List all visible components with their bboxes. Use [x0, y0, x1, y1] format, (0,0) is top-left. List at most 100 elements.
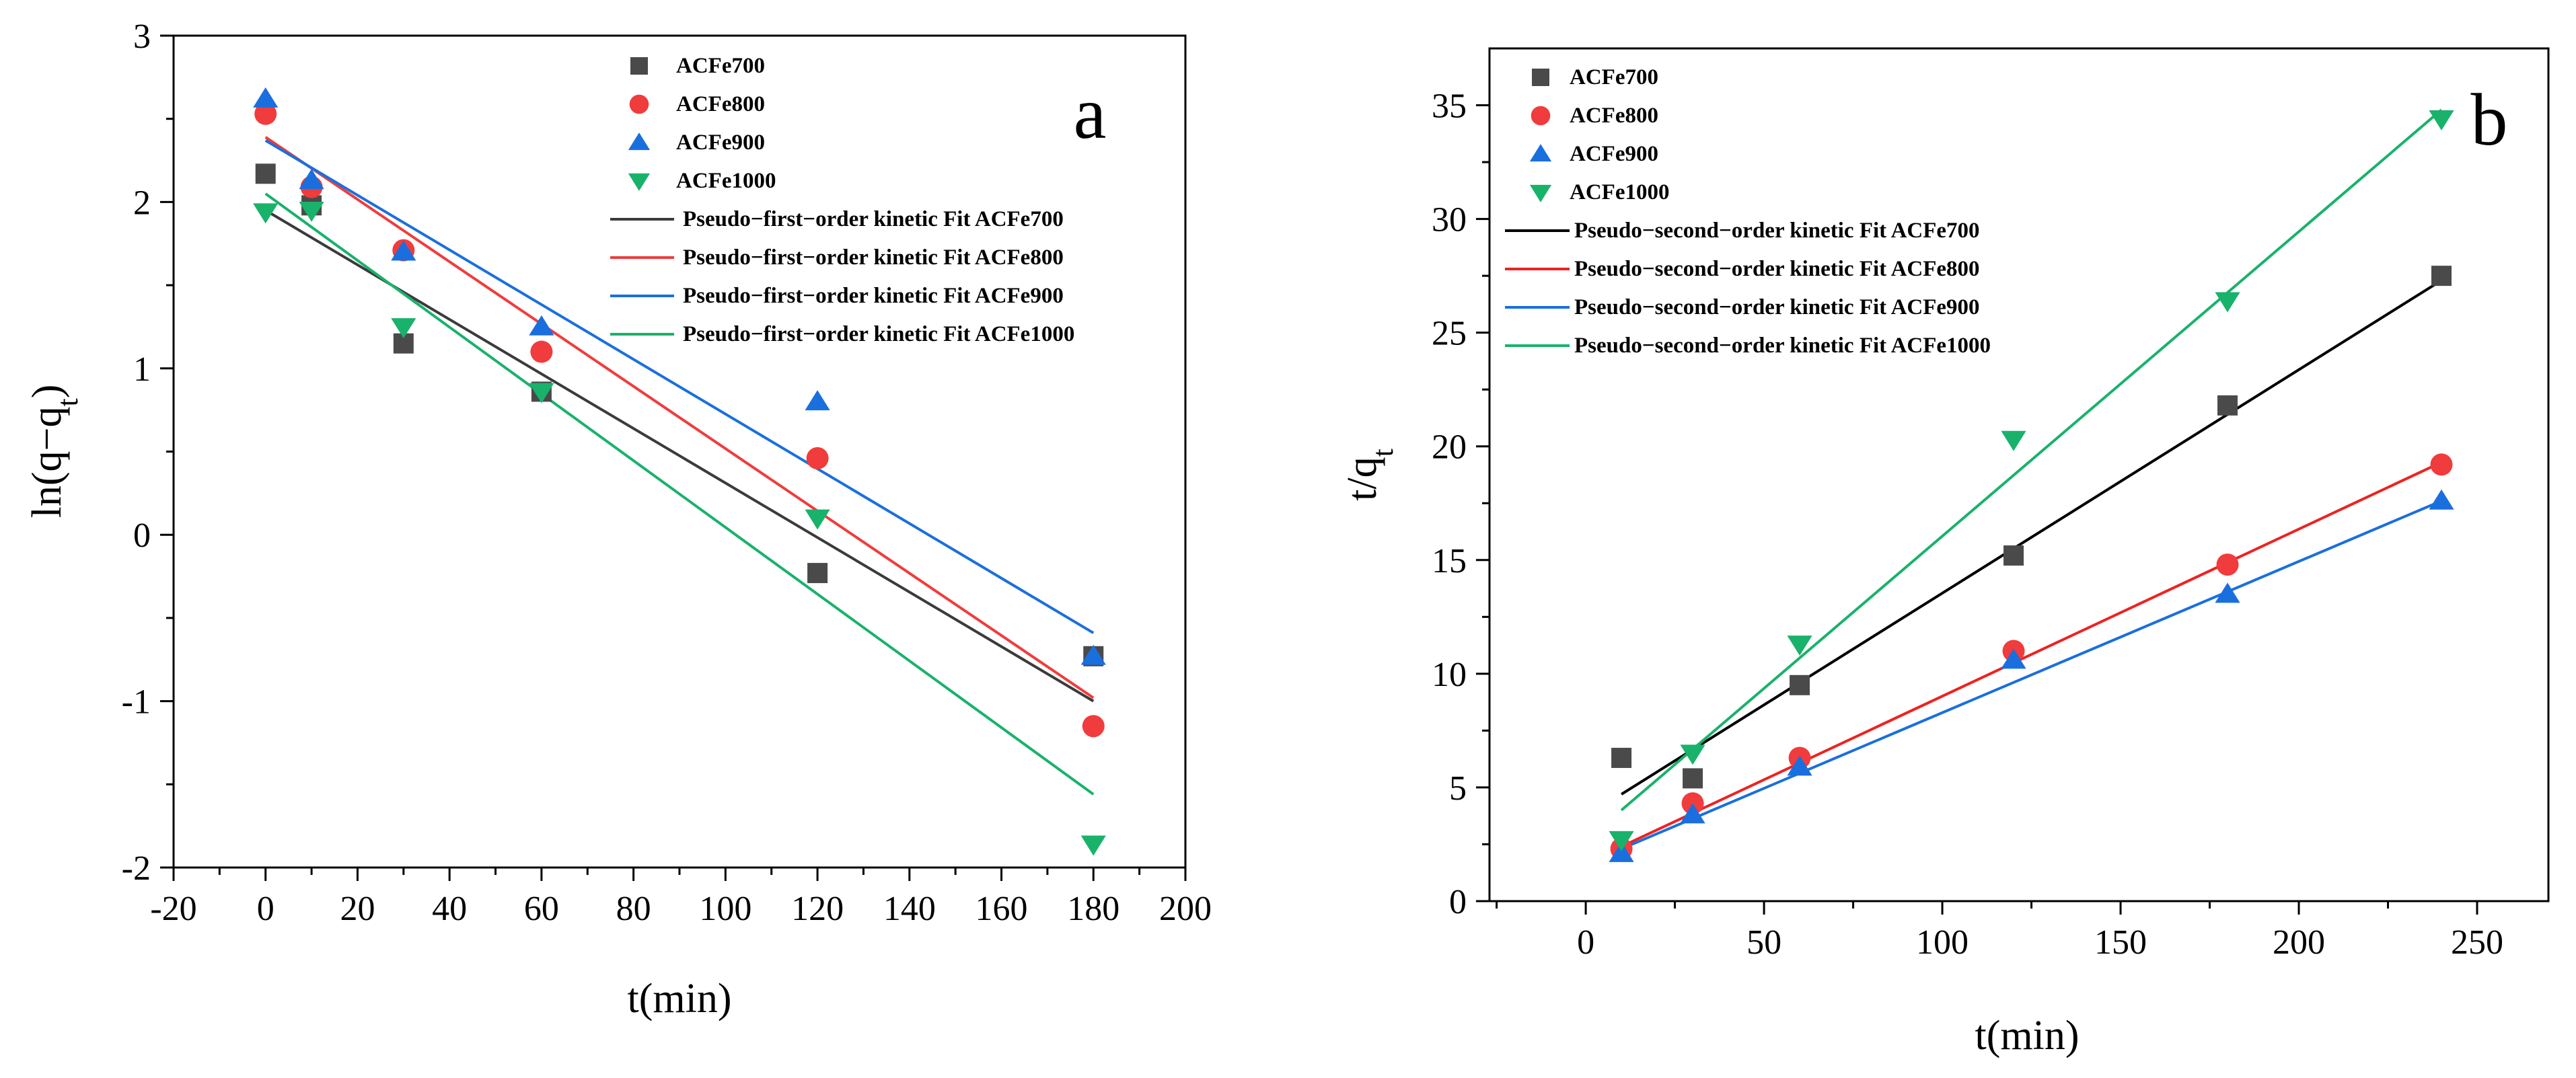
legend-label: Pseudo−second−order kinetic Fit ACFe800: [1574, 257, 1980, 281]
data-point: [530, 340, 553, 363]
x-tick-label: 120: [791, 890, 844, 928]
data-point: [2001, 648, 2026, 669]
legend: ACFe700 ACFe800 ACFe900 ACFe1000 Pseudo−firs…: [610, 54, 1074, 346]
legend-label: Pseudo−second−order kinetic Fit ACFe700: [1574, 219, 1980, 243]
fit-line: [1621, 500, 2442, 851]
x-tick-label: 20: [340, 890, 375, 928]
legend-marker: [629, 94, 649, 114]
x-tick-label: 200: [2273, 923, 2325, 962]
fit-line: [264, 192, 1095, 796]
data-point: [1787, 636, 1812, 656]
data-point: [1080, 644, 1106, 665]
x-tick-label: 50: [1746, 923, 1781, 962]
x-tick-label: 200: [1159, 890, 1212, 928]
panel-label: a: [1074, 72, 1107, 154]
legend-label: Pseudo−first−order kinetic Fit ACFe800: [683, 245, 1064, 270]
data-point: [1787, 755, 1812, 776]
data-point: [253, 203, 279, 224]
y-tick-label: 0: [1449, 883, 1467, 921]
data-point: [255, 163, 276, 184]
plot-frame: [1488, 47, 2550, 902]
y-tick-label: 2: [133, 184, 151, 222]
y-tick-label: 3: [133, 17, 151, 56]
data-point: [1680, 744, 1705, 765]
chart-panel-b: 0 50 100 150 200 250 0 5 10 15 20 25 30 35 t(min) t/qt b…: [1339, 47, 2550, 1058]
legend-label: ACFe1000: [676, 169, 776, 193]
legend-marker: [1529, 144, 1552, 162]
y-tick-label: 0: [133, 516, 151, 555]
y-tick-label: 5: [1449, 769, 1467, 808]
x-tick-label: 150: [2094, 923, 2147, 962]
data-point: [2215, 292, 2240, 313]
data-point: [2216, 553, 2239, 576]
data-point: [254, 102, 277, 125]
legend-label: Pseudo−first−order kinetic Fit ACFe900: [683, 284, 1064, 308]
x-tick-label: 250: [2451, 923, 2503, 962]
data-point: [529, 383, 554, 403]
data-point: [805, 509, 830, 530]
legend-marker: [628, 132, 651, 151]
data-point: [2215, 582, 2240, 603]
data-point: [807, 563, 828, 584]
legend-marker: [630, 57, 648, 75]
y-tick-label: 10: [1432, 656, 1467, 694]
data-point: [2431, 266, 2452, 286]
y-tick-label: 25: [1432, 315, 1467, 353]
legend-label: ACFe900: [676, 130, 765, 155]
legend-label: ACFe700: [676, 54, 765, 78]
y-axis-title: ln(q−qt): [24, 385, 84, 518]
data-point: [2429, 489, 2454, 510]
fit-line: [1620, 108, 2443, 812]
data-point: [1680, 803, 1705, 824]
x-tick-label: 60: [524, 890, 559, 928]
x-tick-label: 0: [257, 890, 274, 928]
data-point: [2430, 453, 2453, 476]
legend-marker: [1531, 106, 1551, 126]
data-point: [299, 169, 324, 190]
legend: ACFe700 ACFe800 ACFe900 ACFe1000 Pseudo−seco…: [1505, 65, 1991, 358]
fit-line: [264, 209, 1095, 703]
x-tick-label: 100: [1916, 923, 1968, 962]
x-tick-label: 180: [1067, 890, 1119, 928]
x-tick-label: 140: [883, 890, 936, 928]
y-tick-label: 35: [1432, 87, 1467, 126]
x-tick-label: 100: [699, 890, 751, 928]
x-tick-label: 80: [616, 890, 651, 928]
legend-label: Pseudo−second−order kinetic Fit ACFe900: [1574, 295, 1980, 319]
legend-label: ACFe1000: [1570, 180, 1669, 204]
x-tick-label: 40: [432, 890, 467, 928]
data-point: [2003, 545, 2024, 566]
data-point: [529, 315, 554, 336]
legend-label: ACFe700: [1570, 65, 1658, 89]
y-tick-label: -2: [122, 849, 151, 888]
x-tick-label: 0: [1577, 923, 1594, 962]
fit-line: [264, 136, 1095, 699]
fit-line: [1621, 279, 2443, 796]
panel-label: b: [2471, 79, 2508, 161]
y-tick-label: 1: [133, 350, 151, 389]
y-tick-label: 30: [1432, 201, 1467, 239]
legend-marker: [1532, 69, 1549, 86]
data-point: [391, 318, 416, 339]
fit-line: [1621, 461, 2442, 848]
data-point: [1082, 715, 1105, 738]
legend-label: Pseudo−first−order kinetic Fit ACFe1000: [683, 322, 1074, 346]
data-point: [806, 447, 829, 469]
legend-label: Pseudo−first−order kinetic Fit ACFe700: [683, 207, 1064, 231]
x-tick-label: -20: [150, 890, 196, 928]
x-tick-label: 160: [976, 890, 1028, 928]
legend-label: ACFe800: [676, 92, 765, 116]
data-point: [2001, 430, 2026, 451]
x-axis-title: t(min): [628, 976, 732, 1022]
y-axis-title: t/qt: [1339, 449, 1399, 501]
data-point: [805, 390, 830, 411]
data-point: [1611, 747, 1632, 768]
legend-marker: [628, 173, 651, 191]
data-point: [1080, 835, 1106, 856]
plot-frame: [172, 34, 1187, 869]
y-tick-label: -1: [122, 683, 151, 722]
y-tick-label: 20: [1432, 428, 1467, 467]
data-point: [1609, 831, 1634, 851]
data-point: [2429, 110, 2454, 130]
